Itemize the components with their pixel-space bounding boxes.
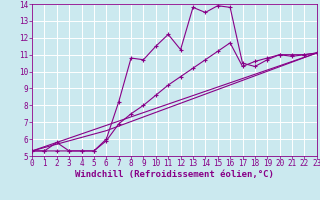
X-axis label: Windchill (Refroidissement éolien,°C): Windchill (Refroidissement éolien,°C) — [75, 170, 274, 179]
